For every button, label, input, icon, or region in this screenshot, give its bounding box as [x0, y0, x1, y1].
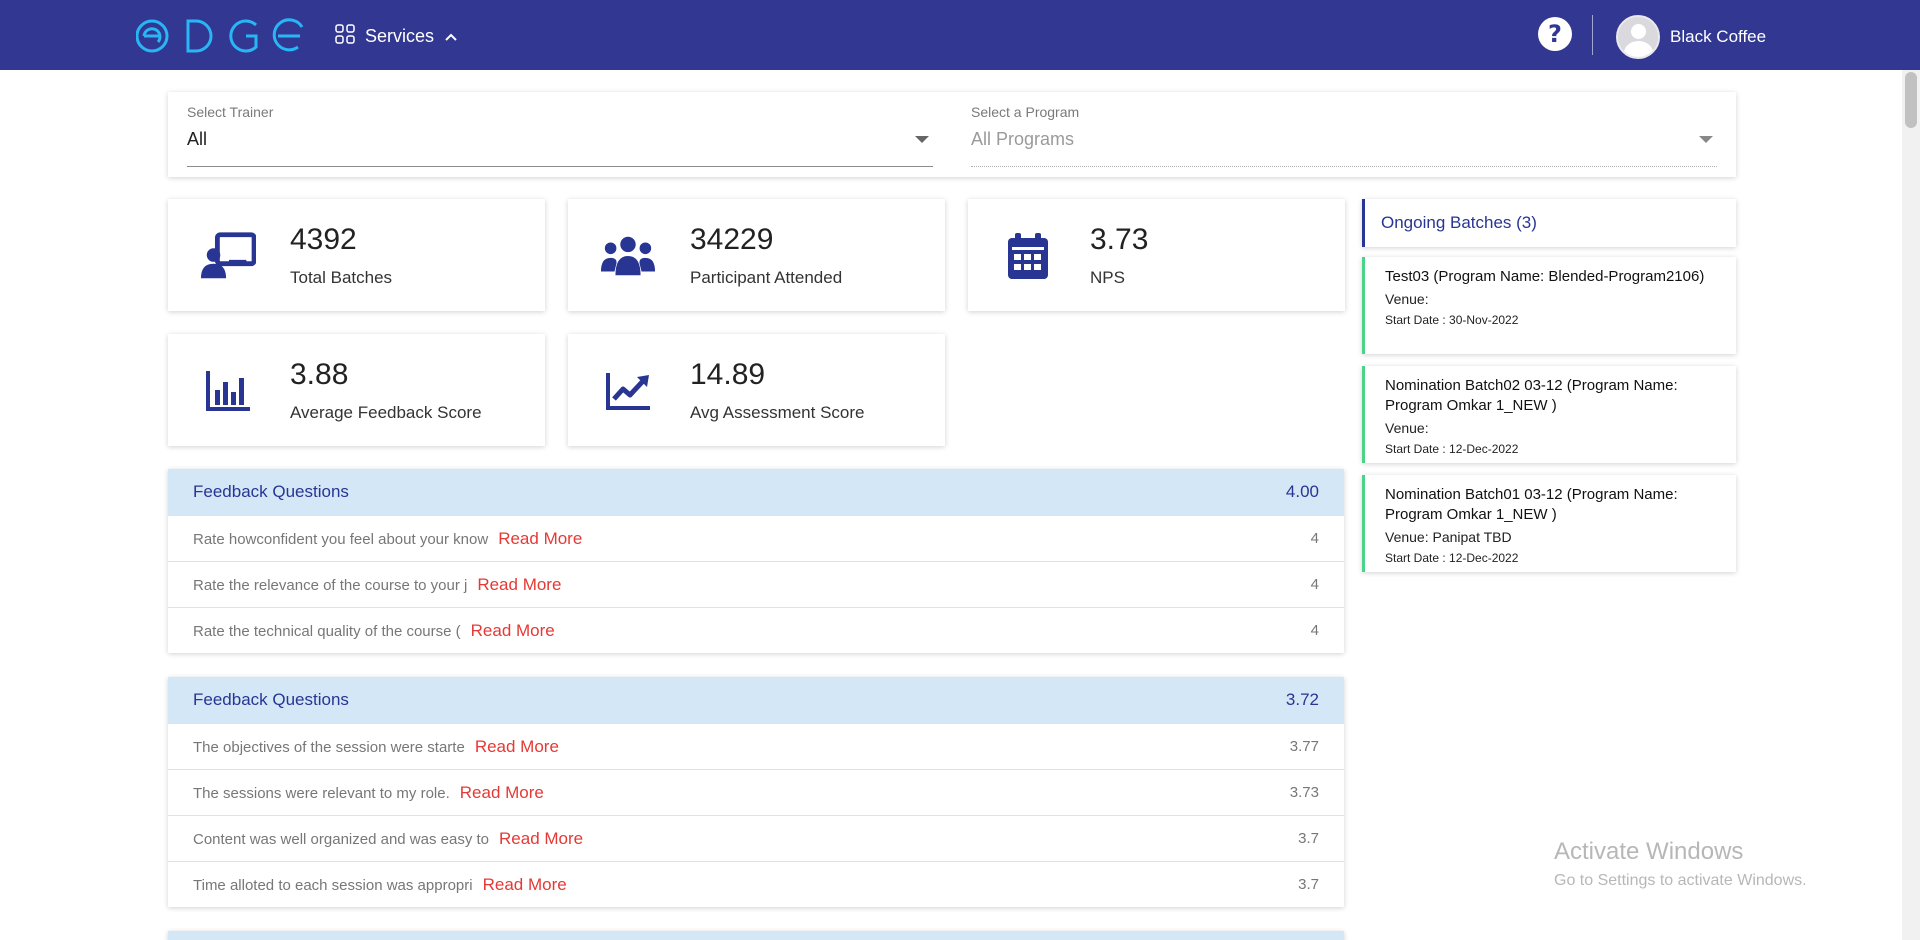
users-icon [600, 231, 656, 281]
read-more-link[interactable]: Read More [477, 574, 562, 594]
stat-card-avg-feedback: 3.88 Average Feedback Score [168, 334, 545, 446]
activate-windows-watermark: Activate Windows Go to Settings to activ… [1554, 838, 1807, 890]
read-more-link[interactable]: Read More [474, 736, 559, 756]
chevron-up-icon [444, 26, 458, 47]
page-scrollbar[interactable] [1902, 70, 1920, 940]
filters-panel: Select Trainer All Select a Program All … [168, 92, 1736, 177]
read-more-link[interactable]: Read More [499, 828, 584, 848]
classroom-icon [200, 231, 256, 281]
batch-name: Nomination Batch01 03-12 (Program Name: … [1385, 486, 1678, 523]
feedback-table-score: 3.72 [1285, 690, 1319, 709]
batch-start-date: Start Date : 12-Dec-2022 [1385, 551, 1519, 565]
batch-name: Nomination Batch02 03-12 (Program Name: … [1385, 377, 1678, 414]
batch-start-date: Start Date : 30-Nov-2022 [1385, 313, 1519, 327]
question-score: 3.77 [1289, 738, 1319, 755]
stat-card-avg-assessment: 14.89 Avg Assessment Score [568, 334, 945, 446]
feedback-table-header: Feedback Questions 4.00 [168, 469, 1344, 515]
feedback-table-title: Feedback Questions [193, 482, 349, 501]
program-select-value: All Programs [971, 128, 1075, 149]
question-score: 4 [1310, 530, 1319, 547]
batch-venue: Venue: [1385, 420, 1429, 436]
batch-venue: Venue: Panipat TBD [1385, 529, 1512, 545]
bar-chart-icon [200, 366, 256, 416]
stat-card-total-batches: 4392 Total Batches [168, 199, 545, 311]
dropdown-arrow-icon [915, 135, 929, 143]
services-label: Services [365, 25, 435, 46]
read-more-link[interactable]: Read More [498, 528, 583, 548]
trend-chart-icon [600, 366, 656, 416]
avg-feedback-label: Average Feedback Score [290, 403, 482, 422]
batch-venue: Venue: [1385, 291, 1429, 307]
edge-logo[interactable] [136, 17, 304, 55]
watermark-title: Activate Windows [1554, 838, 1744, 865]
program-select-label: Select a Program [971, 104, 1080, 120]
stat-card-nps: 3.73 NPS [968, 199, 1345, 311]
user-menu[interactable]: Black Coffee [1616, 15, 1766, 59]
scroll-thumb[interactable] [1905, 72, 1917, 128]
table-row: Content was well organized and was easy … [168, 815, 1344, 861]
participants-value: 34229 [690, 223, 774, 256]
logo-mark [136, 18, 304, 53]
read-more-link[interactable]: Read More [470, 620, 555, 640]
nps-value: 3.73 [1090, 223, 1149, 256]
question-score: 4 [1310, 576, 1319, 593]
avatar [1616, 15, 1660, 59]
question-text: Time alloted to each session was appropr… [193, 876, 473, 894]
batch-card[interactable]: Nomination Batch02 03-12 (Program Name: … [1362, 366, 1736, 463]
total-batches-value: 4392 [290, 223, 357, 256]
question-score: 3.7 [1298, 830, 1319, 847]
batch-start-date: Start Date : 12-Dec-2022 [1385, 442, 1519, 456]
question-text: Rate the technical quality of the course… [193, 622, 461, 640]
feedback-questions-table: Feedback Questions 4.00 Rate howconfiden… [168, 469, 1344, 653]
watermark-subtitle: Go to Settings to activate Windows. [1554, 872, 1807, 889]
question-score: 3.7 [1298, 876, 1319, 893]
feedback-table-title: Feedback Questions [193, 690, 349, 709]
stat-card-participants: 34229 Participant Attended [568, 199, 945, 311]
feedback-questions-table: Feedback Questions 3.72 The objectives o… [168, 677, 1344, 907]
calendar-icon [1000, 231, 1056, 281]
avg-assessment-label: Avg Assessment Score [690, 403, 865, 422]
question-text: The objectives of the session were start… [193, 738, 465, 756]
apps-grid-icon [335, 23, 355, 49]
ongoing-batches-header: Ongoing Batches (3) [1362, 199, 1736, 247]
feedback-table-header-partial [168, 931, 1344, 940]
dropdown-arrow-icon [1699, 135, 1713, 143]
batch-name: Test03 (Program Name: Blended-Program210… [1385, 268, 1705, 285]
program-select[interactable]: Select a Program All Programs [971, 104, 1717, 167]
header-divider [1592, 15, 1593, 55]
question-text: Rate the relevance of the course to your… [193, 576, 468, 594]
question-text: Rate howconfident you feel about your kn… [193, 530, 489, 548]
question-score: 3.73 [1289, 784, 1319, 801]
table-row: Rate the relevance of the course to your… [168, 561, 1344, 607]
avg-feedback-value: 3.88 [290, 358, 349, 391]
trainer-select-value: All [187, 128, 208, 149]
table-row: Rate howconfident you feel about your kn… [168, 515, 1344, 561]
question-text: Content was well organized and was easy … [193, 830, 490, 848]
read-more-link[interactable]: Read More [482, 874, 567, 894]
feedback-table-score: 4.00 [1285, 482, 1319, 501]
question-score: 4 [1310, 622, 1319, 639]
participants-label: Participant Attended [690, 268, 843, 287]
feedback-table-header: Feedback Questions 3.72 [168, 677, 1344, 723]
avg-assessment-value: 14.89 [690, 358, 766, 391]
total-batches-label: Total Batches [290, 268, 393, 287]
read-more-link[interactable]: Read More [459, 782, 544, 802]
help-icon[interactable]: ? [1538, 17, 1572, 51]
user-name: Black Coffee [1670, 27, 1767, 46]
trainer-select-label: Select Trainer [187, 104, 274, 120]
batch-card[interactable]: Nomination Batch01 03-12 (Program Name: … [1362, 475, 1736, 572]
ongoing-batches-title: Ongoing Batches (3) [1381, 213, 1537, 232]
nps-label: NPS [1090, 268, 1125, 287]
table-row: Rate the technical quality of the course… [168, 607, 1344, 653]
table-row: The sessions were relevant to my role. Re… [168, 769, 1344, 815]
trainer-select[interactable]: Select Trainer All [187, 104, 933, 167]
top-navbar: Services ? Black Coffee [0, 0, 1920, 70]
batch-card[interactable]: Test03 (Program Name: Blended-Program210… [1362, 257, 1736, 354]
question-text: The sessions were relevant to my role. [193, 784, 450, 802]
table-row: The objectives of the session were start… [168, 723, 1344, 769]
services-menu[interactable]: Services [335, 22, 458, 50]
table-row: Time alloted to each session was appropr… [168, 861, 1344, 907]
